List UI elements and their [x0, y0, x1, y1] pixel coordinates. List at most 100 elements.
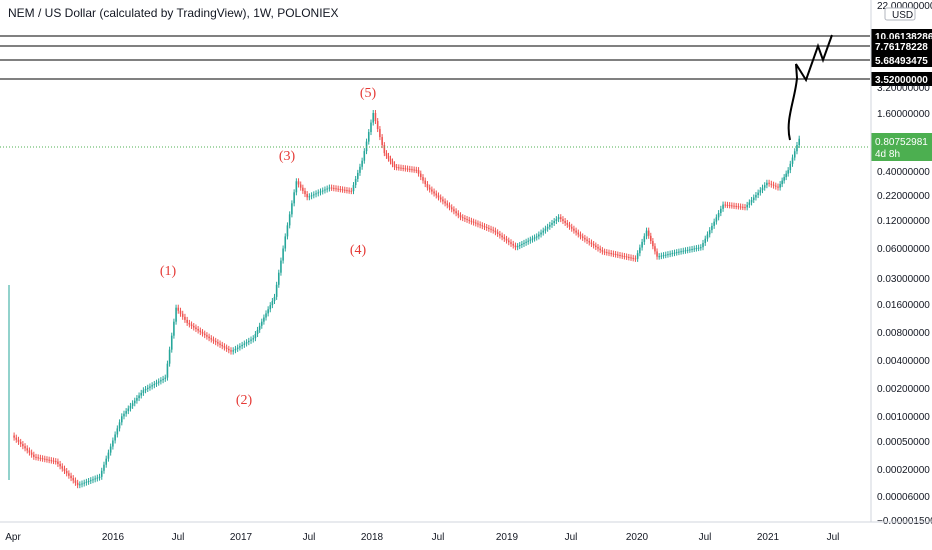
- candle-body: [564, 221, 566, 223]
- candle-body: [673, 252, 676, 254]
- candle-body: [343, 189, 346, 191]
- candle-body: [453, 209, 455, 212]
- candle-body: [291, 203, 293, 215]
- candle-body: [100, 470, 103, 477]
- candle-body: [22, 444, 24, 447]
- candle-body: [28, 450, 31, 453]
- level-price-badge: [871, 39, 932, 53]
- candle-body: [485, 227, 488, 229]
- candle-body: [94, 478, 96, 480]
- candle-body: [61, 466, 64, 469]
- candle-body: [695, 248, 698, 250]
- candle-body: [153, 383, 156, 386]
- candle-body: [402, 167, 404, 169]
- time-tick-label: Jul: [303, 532, 316, 543]
- candle-body: [30, 452, 33, 455]
- candle-body: [619, 255, 621, 257]
- candle-body: [50, 460, 53, 462]
- candle-body: [26, 448, 29, 451]
- candle-body: [601, 250, 604, 252]
- price-tick-label: 0.00200000: [877, 384, 930, 395]
- candle-body: [181, 313, 184, 317]
- price-tick-label: 22.00000000: [877, 1, 932, 12]
- candle-body: [105, 458, 108, 465]
- candle-body: [697, 247, 700, 249]
- candle-body: [359, 166, 361, 173]
- currency-badge: [884, 7, 916, 21]
- candle-body: [142, 390, 145, 393]
- candle-body: [98, 476, 101, 478]
- candle-body: [708, 230, 711, 235]
- candle-body: [286, 225, 289, 237]
- candle-body: [65, 471, 68, 474]
- candle-body: [632, 257, 635, 259]
- candle-body: [363, 151, 366, 161]
- candle-body: [395, 167, 398, 169]
- candle-body: [510, 242, 512, 244]
- candle-body: [228, 348, 230, 351]
- candle-body: [282, 248, 284, 261]
- level-price-text: 7.76178228: [875, 42, 928, 53]
- candle-body: [617, 254, 619, 256]
- candle-body: [367, 132, 370, 142]
- candle-body: [133, 400, 136, 404]
- candle-body: [731, 205, 733, 207]
- candle-body: [750, 199, 753, 203]
- candle-body: [87, 480, 90, 482]
- candle-body: [43, 458, 46, 460]
- candle-body: [120, 416, 123, 423]
- candle-body: [52, 460, 55, 462]
- candle-body: [415, 169, 418, 171]
- candle-body: [516, 246, 519, 248]
- candle-body: [706, 234, 709, 239]
- candle-body: [711, 225, 713, 231]
- candle-body: [223, 346, 226, 348]
- price-tick-label: 0.00400000: [877, 356, 930, 367]
- time-tick-label: Jul: [172, 532, 185, 543]
- candle-body: [297, 181, 300, 185]
- candle-body: [381, 137, 383, 146]
- candle-body: [302, 187, 304, 191]
- candle-body: [46, 459, 48, 461]
- level-price-text: 10.06138286: [875, 32, 932, 43]
- candle-body: [131, 403, 134, 406]
- candle-body: [437, 195, 440, 198]
- candle-body: [387, 155, 390, 159]
- candle-body: [544, 228, 547, 231]
- candle-body: [634, 258, 637, 260]
- level-price-text: 3.52000000: [875, 75, 928, 86]
- candle-body: [96, 477, 99, 479]
- candle-body: [151, 385, 153, 387]
- candle-body: [656, 251, 658, 257]
- candle-body: [680, 251, 682, 253]
- candle-body: [243, 343, 246, 345]
- candle-body: [649, 235, 652, 242]
- candle-body: [225, 347, 228, 349]
- candle-body: [628, 256, 630, 258]
- current-price-text: 0.80752981: [875, 137, 928, 148]
- candle-body: [89, 480, 92, 482]
- candle-body: [197, 329, 199, 331]
- candle-body: [533, 237, 536, 239]
- candle-body: [479, 224, 481, 226]
- candle-body: [433, 191, 435, 194]
- candle-body: [393, 164, 396, 168]
- candle-body: [772, 184, 775, 186]
- candle-body: [724, 204, 727, 206]
- candle-body: [720, 208, 722, 214]
- candle-body: [658, 256, 660, 258]
- candle-body: [164, 377, 167, 379]
- candle-body: [239, 346, 241, 348]
- candle-body: [195, 327, 197, 330]
- candle-body: [654, 246, 656, 252]
- candle-body: [57, 461, 59, 464]
- candle-body: [365, 141, 368, 152]
- candle-body: [538, 234, 540, 237]
- candle-body: [63, 468, 66, 472]
- candle-body: [523, 242, 525, 244]
- candle-body: [579, 234, 582, 237]
- candle-body: [735, 205, 738, 207]
- candle-body: [450, 207, 453, 210]
- candle-body: [417, 170, 420, 174]
